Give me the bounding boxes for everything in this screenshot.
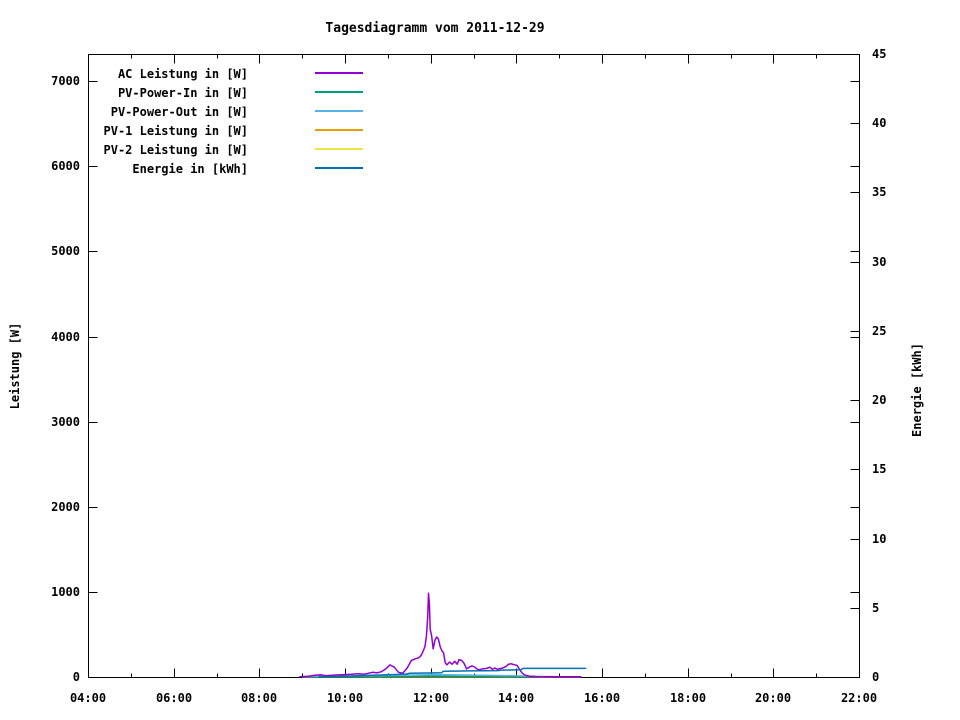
x-tick-label: 04:00 [70, 691, 106, 705]
legend-item-pv_power_in: PV-Power-In in [W] [0, 85, 363, 100]
legend-line-sample [315, 110, 363, 112]
legend-line-sample [315, 129, 363, 131]
y-tick-label: 6000 [51, 159, 80, 173]
legend-item-pv_power_out: PV-Power-Out in [W] [0, 104, 363, 119]
legend-item-energie: Energie in [kWh] [0, 161, 363, 176]
legend-line-sample [315, 72, 363, 74]
y-tick-label: 7000 [51, 74, 80, 88]
legend-line-sample [315, 148, 363, 150]
y-tick-label: 5000 [51, 244, 80, 258]
legend-label: Energie in [kWh] [132, 162, 248, 176]
legend-item-ac_leistung: AC Leistung in [W] [0, 66, 363, 81]
y2-tick-label: 40 [872, 116, 886, 130]
x-tick-label: 22:00 [841, 691, 877, 705]
legend-item-pv2_leistung: PV-2 Leistung in [W] [0, 142, 363, 157]
y2-tick-label: 0 [872, 670, 879, 684]
legend-line-sample [315, 91, 363, 93]
legend-label: PV-2 Leistung in [W] [103, 143, 249, 157]
x-tick-label: 10:00 [327, 691, 363, 705]
y2-tick-label: 10 [872, 532, 886, 546]
y-tick-label: 3000 [51, 415, 80, 429]
y-tick-label: 4000 [51, 330, 80, 344]
y2-tick-label: 5 [872, 601, 879, 615]
y2-tick-label: 25 [872, 324, 886, 338]
series-line-ac_leistung [299, 592, 582, 678]
y-tick-label: 2000 [51, 500, 80, 514]
x-tick-label: 16:00 [584, 691, 620, 705]
series-line-energie [318, 667, 587, 678]
y-tick-label: 1000 [51, 585, 80, 599]
y2-tick-label: 35 [872, 185, 886, 199]
y2-tick-label: 30 [872, 255, 886, 269]
x-tick-label: 06:00 [156, 691, 192, 705]
legend-label: PV-Power-Out in [W] [110, 105, 248, 119]
y2-tick-label: 20 [872, 393, 886, 407]
legend-line-sample [315, 167, 363, 169]
legend-label: PV-Power-In in [W] [117, 86, 248, 100]
x-tick-label: 20:00 [755, 691, 791, 705]
legend-label: PV-1 Leistung in [W] [103, 124, 249, 138]
y-tick-label: 0 [73, 670, 80, 684]
legend-item-pv1_leistung: PV-1 Leistung in [W] [0, 123, 363, 138]
x-tick-label: 08:00 [241, 691, 277, 705]
x-tick-label: 18:00 [670, 691, 706, 705]
x-tick-label: 14:00 [498, 691, 534, 705]
legend-label: AC Leistung in [W] [117, 67, 248, 81]
y2-tick-label: 15 [872, 462, 886, 476]
x-tick-label: 12:00 [413, 691, 449, 705]
chart-title: Tagesdiagramm vom 2011-12-29 [325, 21, 545, 36]
y2-tick-label: 45 [872, 47, 886, 61]
